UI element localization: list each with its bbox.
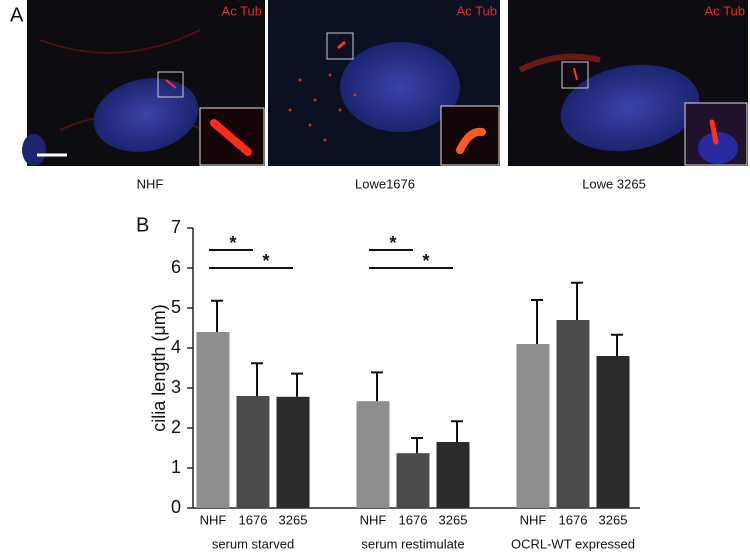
bar (236, 396, 270, 508)
bar-label: NHF (520, 512, 547, 527)
bar-label: 3265 (599, 512, 628, 527)
stain-label: Ac Tub (222, 3, 262, 18)
category-label: OCRL-WT expressed (511, 536, 635, 551)
bar (436, 442, 470, 508)
y-tick-label: 2 (171, 417, 181, 437)
bar (196, 332, 230, 508)
error-bar (251, 362, 263, 396)
error-bar (611, 333, 623, 356)
stain-label: Ac Tub (457, 3, 497, 18)
bar-label: 3265 (279, 512, 308, 527)
y-tick-label: 5 (171, 297, 181, 317)
category-label: serum starved (212, 536, 294, 551)
error-bar (411, 437, 423, 454)
significance-label: * (262, 251, 269, 271)
image-caption: Lowe 3265 (582, 176, 646, 191)
image-caption: NHF (137, 176, 164, 191)
image-caption: Lowe1676 (355, 176, 415, 191)
error-bar (571, 281, 583, 320)
y-tick-label: 6 (171, 257, 181, 277)
bar (356, 401, 390, 508)
significance-label: * (229, 233, 236, 253)
bar (556, 320, 590, 508)
bar-label: 1676 (399, 512, 428, 527)
y-tick-label: 7 (171, 217, 181, 237)
error-bar (291, 372, 303, 397)
significance-label: * (422, 251, 429, 271)
bar-label: 1676 (239, 512, 268, 527)
significance-label: * (389, 233, 396, 253)
y-tick-label: 1 (171, 457, 181, 477)
bar (276, 396, 310, 508)
stain-label: Ac Tub (705, 3, 745, 18)
category-label: serum restimulate (361, 536, 464, 551)
micrograph (268, 0, 500, 166)
y-tick-label: 4 (171, 337, 181, 357)
bar-label: 1676 (559, 512, 588, 527)
y-tick-label: 3 (171, 377, 181, 397)
panel-label: B (136, 214, 149, 236)
error-bar (371, 371, 383, 402)
micrograph (508, 0, 748, 166)
bar (596, 356, 630, 508)
micrograph (22, 0, 265, 166)
panel-label: A (10, 4, 24, 26)
y-tick-label: 0 (171, 497, 181, 517)
bar-label: NHF (360, 512, 387, 527)
bar (396, 453, 430, 508)
bar-label: 3265 (439, 512, 468, 527)
y-axis-label: cilia length (μm) (149, 304, 169, 431)
error-bar (531, 299, 543, 344)
error-bar (211, 299, 223, 332)
error-bar (451, 420, 463, 442)
bar (516, 344, 550, 508)
bar-label: NHF (200, 512, 227, 527)
